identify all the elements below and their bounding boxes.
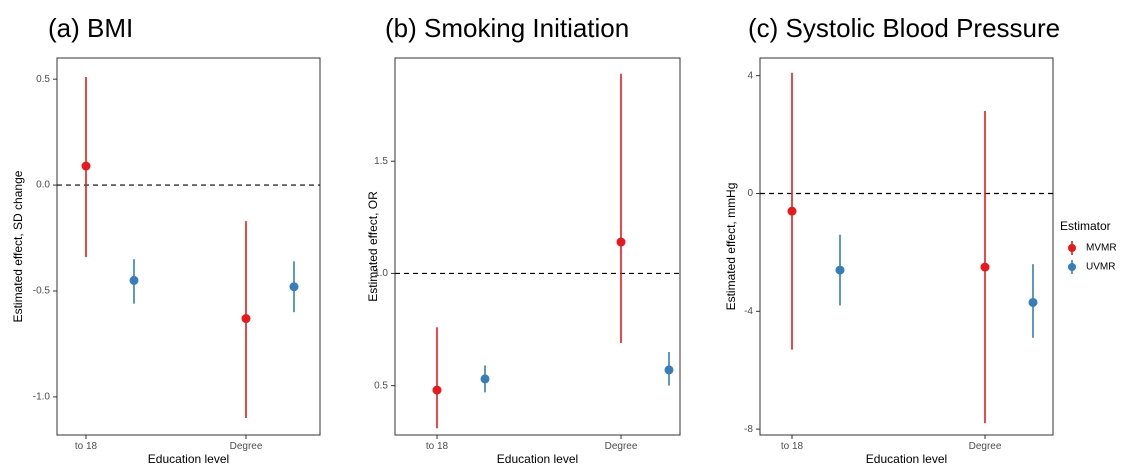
chart-panel-2: (b) Smoking Initiation 1.5 1.0 0.5 to 18 Degr… [366,13,681,466]
y-tick-label: 0.5 [36,74,50,85]
legend-swatch [1068,244,1076,252]
legend-label: MVMR [1086,243,1117,254]
chart-panel-3: (c) Systolic Blood Pressure 4 0 -4 -8 to 18 De… [724,13,1060,466]
point-mvmr [616,237,626,247]
legend-label: UVMR [1086,262,1115,273]
point-uvmr [129,275,139,285]
x-tick-label: to 18 [781,441,804,452]
x-tick-label: Degree [969,441,1002,452]
x-tick-label: to 18 [426,441,449,452]
chart-title: (b) Smoking Initiation [385,13,629,43]
point-mvmr [241,314,251,324]
x-tick-label: to 18 [75,441,98,452]
y-tick-label: -4 [744,306,753,317]
legend-title: Estimator [1060,219,1111,233]
y-tick-label: -0.5 [33,286,51,297]
legend: Estimator MVMR UVMR [1060,219,1117,274]
point-mvmr [980,262,990,272]
point-mvmr [432,385,442,395]
point-mvmr [787,206,797,216]
y-tick-label: -1.0 [33,392,51,403]
point-mvmr [81,161,91,171]
point-uvmr [1028,297,1038,307]
point-uvmr [289,282,299,292]
x-tick-label: Degree [605,441,638,452]
x-axis-title: Education level [866,452,947,466]
plot-frame [56,57,321,436]
plot-frame [759,57,1054,436]
point-uvmr [664,365,674,375]
y-tick-label: 0 [747,188,753,199]
point-uvmr [480,374,490,384]
point-uvmr [835,265,845,275]
chart-title: (c) Systolic Blood Pressure [748,13,1060,43]
y-tick-label: 1.5 [374,156,388,167]
y-tick-label: 1.0 [374,268,388,279]
y-tick-label: 0.5 [374,380,388,391]
y-axis-title: Estimated effect, mmHg [724,183,738,311]
y-axis-title: Estimated effect, SD change [11,170,25,322]
x-axis-title: Education level [497,452,578,466]
chart-panel-1: (a) BMI 0.5 0.0 -0.5 -1.0 to 18 DegreeEducatio… [11,13,321,466]
y-tick-label: 4 [747,70,753,81]
x-tick-label: Degree [230,441,263,452]
plot-frame [394,57,681,436]
y-tick-label: -8 [744,424,753,435]
x-axis-title: Education level [148,452,229,466]
legend-swatch [1068,263,1076,271]
y-axis-title: Estimated effect, OR [366,191,380,302]
chart-title: (a) BMI [48,13,133,43]
y-tick-label: 0.0 [36,180,50,191]
